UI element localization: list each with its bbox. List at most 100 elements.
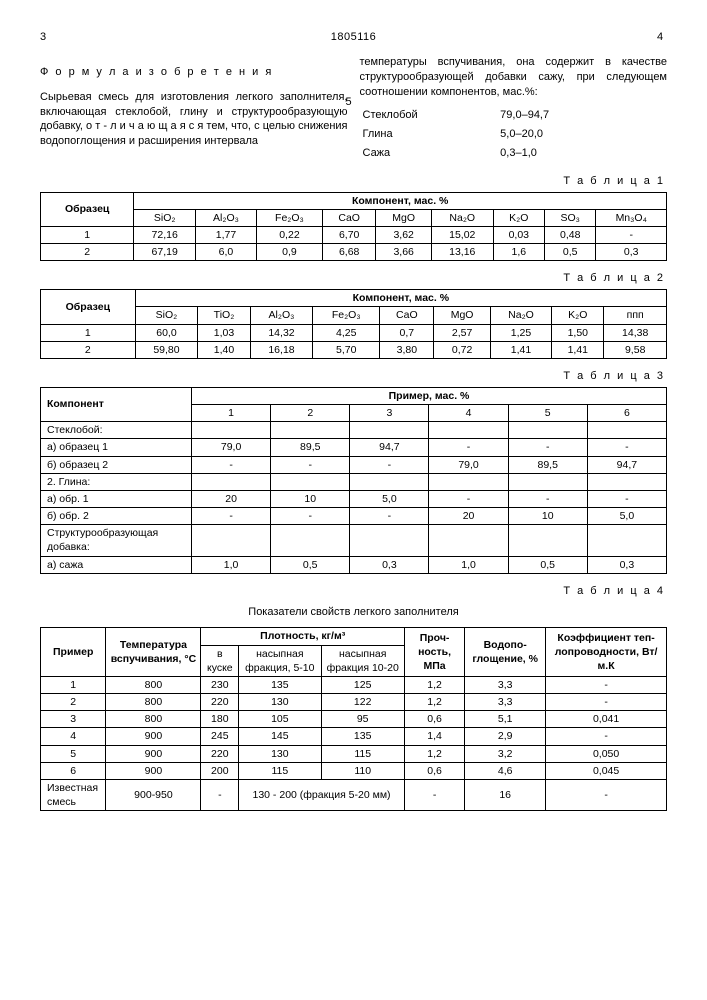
t4-cell: 110: [321, 762, 404, 779]
t4-cell: 1,2: [404, 694, 464, 711]
t3-col-5: 6: [587, 404, 666, 421]
t3-cell: 79,0: [429, 456, 508, 473]
t1-cell: 6,70: [322, 227, 375, 244]
t3-cell: [508, 473, 587, 490]
t4-row: 18002301351251,23,3-: [41, 676, 667, 693]
t1-row-id: 2: [41, 244, 134, 261]
t3-cell: -: [587, 439, 666, 456]
t3-row-name: Стеклобой:: [41, 422, 192, 439]
t4-cell: 122: [321, 694, 404, 711]
t4-cell: 0,6: [404, 762, 464, 779]
t4-h-d2: насыпная фракция, 5-10: [239, 645, 321, 676]
t3-cell: [271, 422, 350, 439]
table2: Обра­зец Компонент, мас. % SiO₂TiO₂Al₂O₃…: [40, 289, 667, 359]
t2-col-7: K₂O: [552, 307, 604, 324]
ratio-val-1: 79,0–94,7: [499, 107, 665, 124]
t4-h-col1: Темпера­тура вспу­чивания, °С: [106, 628, 201, 677]
t4-cell: 230: [201, 676, 239, 693]
t4-cell: 130: [239, 745, 321, 762]
t3-cell: [587, 422, 666, 439]
t3-cell: [429, 473, 508, 490]
t2-col-4: CaO: [380, 307, 434, 324]
table4-caption: Показатели свойств легкого заполнителя: [40, 605, 667, 620]
t2-cell: 59,80: [135, 341, 198, 358]
t3-cell: -: [192, 456, 271, 473]
t3-col-0: 1: [192, 404, 271, 421]
t1-cell: 72,16: [134, 227, 196, 244]
t1-col-6: K₂O: [493, 209, 544, 226]
right-column: температуры вспучивания, она содержит в …: [360, 55, 668, 164]
t3-cell: 0,5: [271, 556, 350, 573]
ratio-name-3: Сажа: [362, 145, 498, 162]
line-number-5: 5: [346, 95, 352, 110]
left-column: Ф о р м у л а и з о б р е т е н и я Сырь…: [40, 55, 348, 164]
t3-row-name: б) обр. 2: [41, 508, 192, 525]
table2-label: Т а б л и ц а 2: [40, 271, 665, 286]
body-columns: Ф о р м у л а и з о б р е т е н и я Сырь…: [40, 55, 667, 164]
t3-cell: [192, 422, 271, 439]
t4-cell: 3,3: [465, 676, 546, 693]
t3-cell: [508, 422, 587, 439]
t2-cell: 60,0: [135, 324, 198, 341]
t4-h-col7: Коэффи­циент теп­лопровод­ности, Вт/м.К: [546, 628, 667, 677]
t3-cell: [192, 473, 271, 490]
t3-row-name: 2. Глина:: [41, 473, 192, 490]
t3-cell: 1,0: [429, 556, 508, 573]
t4-cell: 2,9: [465, 728, 546, 745]
page-num-right: 4: [657, 30, 667, 45]
t2-col-0: SiO₂: [135, 307, 198, 324]
t3-cell: 94,7: [350, 439, 429, 456]
t1-row: 267,196,00,96,683,6613,161,60,50,3: [41, 244, 667, 261]
ratio-val-3: 0,3–1,0: [499, 145, 665, 162]
t3-row: Стеклобой:: [41, 422, 667, 439]
table4: Пример Темпера­тура вспу­чивания, °С Пло…: [40, 627, 667, 811]
t4-known-w: 16: [465, 779, 546, 810]
t3-cell: 1,0: [192, 556, 271, 573]
t2-row-id: 1: [41, 324, 136, 341]
t3-cell: -: [508, 490, 587, 507]
t3-cell: [192, 525, 271, 556]
t1-cell: 6,0: [196, 244, 257, 261]
t4-known-p: -: [404, 779, 464, 810]
t1-cell: 13,16: [431, 244, 493, 261]
t3-row: а) образец 179,089,594,7---: [41, 439, 667, 456]
t3-cell: 20: [429, 508, 508, 525]
t3-cell: 0,5: [508, 556, 587, 573]
t1-col-5: Na₂O: [431, 209, 493, 226]
t3-cell: -: [429, 490, 508, 507]
ratio-table: Стеклобой79,0–94,7 Глина5,0–20,0 Сажа0,3…: [360, 105, 668, 164]
t3-cell: 5,0: [350, 490, 429, 507]
t3-h0: Компонент: [41, 387, 192, 421]
t1-cell: 0,22: [256, 227, 322, 244]
t1-cell: 15,02: [431, 227, 493, 244]
t2-cell: 1,25: [490, 324, 551, 341]
t4-known-dens: 130 - 200 (фракция 5-20 мм): [239, 779, 405, 810]
t3-col-3: 4: [429, 404, 508, 421]
t4-known-name: Извест­ная смесь: [41, 779, 106, 810]
t3-cell: [429, 422, 508, 439]
t4-cell: 800: [106, 694, 201, 711]
t3-cell: 5,0: [587, 508, 666, 525]
t3-cell: -: [587, 490, 666, 507]
t4-cell: 900: [106, 728, 201, 745]
t2-h0: Обра­зец: [41, 290, 136, 324]
formula-title: Ф о р м у л а и з о б р е т е н и я: [40, 65, 348, 80]
t4-row-id: 3: [41, 711, 106, 728]
t4-known-row: Извест­ная смесь 900-950 - 130 - 200 (фр…: [41, 779, 667, 810]
t2-row: 160,01,0314,324,250,72,571,251,5014,38: [41, 324, 667, 341]
t3-cell: 94,7: [587, 456, 666, 473]
t4-cell: 0,050: [546, 745, 667, 762]
t1-hsuper: Компонент, мас. %: [134, 192, 667, 209]
t2-row-id: 2: [41, 341, 136, 358]
t1-col-0: SiO₂: [134, 209, 196, 226]
t4-cell: 220: [201, 745, 239, 762]
t2-col-3: Fe₂O₃: [313, 307, 380, 324]
t1-col-1: Al₂O₃: [196, 209, 257, 226]
t2-cell: 14,32: [250, 324, 313, 341]
t4-cell: 0,041: [546, 711, 667, 728]
t3-cell: -: [271, 456, 350, 473]
t1-cell: 0,9: [256, 244, 322, 261]
t3-cell: [350, 422, 429, 439]
t4-known-d1: -: [201, 779, 239, 810]
t4-cell: 0,045: [546, 762, 667, 779]
